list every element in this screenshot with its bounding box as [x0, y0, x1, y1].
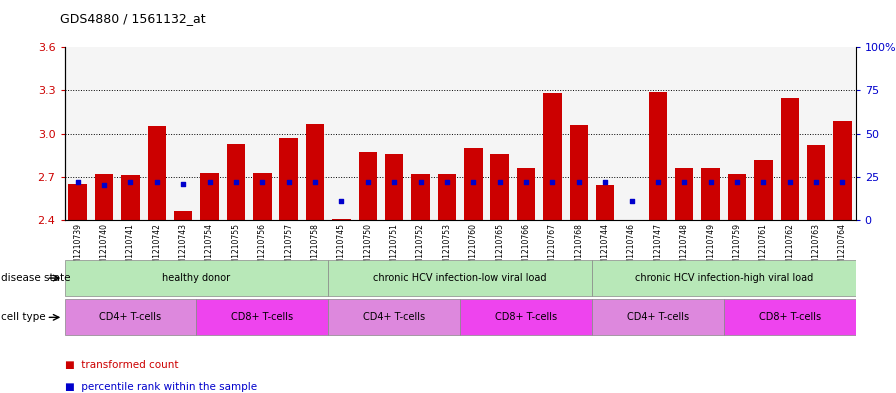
Bar — [592, 299, 724, 335]
Text: GDS4880 / 1561132_at: GDS4880 / 1561132_at — [60, 12, 206, 25]
Bar — [490, 154, 509, 220]
Point — [71, 179, 85, 185]
Point — [466, 179, 480, 185]
Point — [572, 179, 586, 185]
Text: CD8+ T-cells: CD8+ T-cells — [759, 312, 821, 322]
Bar — [543, 93, 562, 220]
Point — [97, 182, 111, 189]
Text: CD4+ T-cells: CD4+ T-cells — [363, 312, 426, 322]
Point — [413, 179, 427, 185]
Bar — [675, 168, 694, 220]
Text: healthy donor: healthy donor — [162, 273, 230, 283]
Point — [730, 179, 745, 185]
Bar — [702, 168, 719, 220]
Text: chronic HCV infection-high viral load: chronic HCV infection-high viral load — [634, 273, 813, 283]
Bar — [437, 174, 456, 220]
Point — [546, 179, 560, 185]
Bar — [332, 219, 350, 220]
Bar — [592, 260, 856, 296]
Point — [625, 198, 639, 204]
Point — [228, 179, 243, 185]
Text: CD8+ T-cells: CD8+ T-cells — [231, 312, 293, 322]
Point — [281, 179, 296, 185]
Point — [598, 179, 612, 185]
Point — [150, 179, 164, 185]
Bar — [754, 160, 772, 220]
Text: disease state: disease state — [1, 273, 71, 283]
Bar — [196, 299, 328, 335]
Bar — [807, 145, 825, 220]
Bar — [596, 185, 615, 220]
Bar — [464, 148, 483, 220]
Bar — [121, 175, 140, 220]
Point — [334, 198, 349, 204]
Bar — [517, 168, 535, 220]
Text: cell type: cell type — [1, 312, 46, 322]
Bar — [65, 260, 328, 296]
Bar — [385, 154, 403, 220]
Bar — [724, 299, 856, 335]
Point — [493, 179, 507, 185]
Bar — [201, 173, 219, 220]
Point — [124, 179, 138, 185]
Bar — [328, 299, 461, 335]
Text: ■  percentile rank within the sample: ■ percentile rank within the sample — [65, 382, 256, 392]
Point — [756, 179, 771, 185]
Text: CD4+ T-cells: CD4+ T-cells — [627, 312, 689, 322]
Bar — [328, 260, 592, 296]
Bar — [148, 127, 166, 220]
Point — [360, 179, 375, 185]
Bar — [411, 174, 430, 220]
Point — [519, 179, 533, 185]
Bar — [280, 138, 297, 220]
Point — [440, 179, 454, 185]
Point — [835, 179, 849, 185]
Point — [782, 179, 797, 185]
Point — [809, 179, 823, 185]
Point — [202, 179, 217, 185]
Point — [308, 179, 323, 185]
Bar — [780, 97, 799, 220]
Bar — [174, 211, 193, 220]
Bar — [358, 152, 377, 220]
Bar — [253, 173, 271, 220]
Point — [703, 179, 718, 185]
Bar — [227, 144, 246, 220]
Bar — [461, 299, 592, 335]
Bar — [649, 92, 668, 220]
Bar — [570, 125, 588, 220]
Bar — [65, 299, 196, 335]
Point — [677, 179, 692, 185]
Point — [650, 179, 665, 185]
Bar — [833, 121, 852, 220]
Text: CD4+ T-cells: CD4+ T-cells — [99, 312, 161, 322]
Bar — [306, 123, 324, 220]
Point — [255, 179, 270, 185]
Text: CD8+ T-cells: CD8+ T-cells — [495, 312, 557, 322]
Bar — [68, 184, 87, 220]
Point — [176, 181, 190, 187]
Text: chronic HCV infection-low viral load: chronic HCV infection-low viral load — [374, 273, 547, 283]
Point — [387, 179, 401, 185]
Bar — [728, 174, 746, 220]
Bar — [95, 174, 113, 220]
Text: ■  transformed count: ■ transformed count — [65, 360, 178, 371]
